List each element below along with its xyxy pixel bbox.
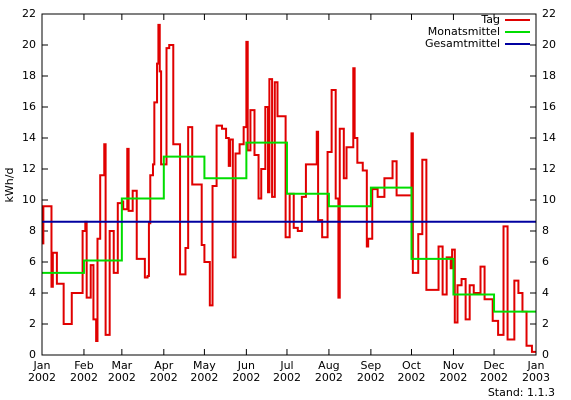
y-tick-label: 16 <box>22 100 36 113</box>
y-tick-label: 2 <box>29 317 36 330</box>
y-axis-label: kWh/d <box>3 168 16 203</box>
x-tick-label: Nov 2002 <box>439 359 468 384</box>
y2-tick-label: 8 <box>542 224 549 237</box>
y-tick-label: 10 <box>22 193 36 206</box>
series-line <box>42 141 536 313</box>
y2-tick-label: 14 <box>542 131 556 144</box>
x-tick-label: Jan 2002 <box>28 359 56 384</box>
footnote: Stand: 1.1.3 <box>488 386 555 399</box>
y-tick-label: 8 <box>29 224 36 237</box>
y-tick-label: 0 <box>29 348 36 361</box>
x-tick-label: Oct 2002 <box>397 359 426 384</box>
y2-tick-label: 18 <box>542 69 556 82</box>
y2-tick-label: 2 <box>542 317 549 330</box>
y-tick-label: 12 <box>22 162 36 175</box>
series-line <box>42 23 536 353</box>
x-tick-label: Sep 2002 <box>356 359 385 384</box>
x-tick-label: Feb 2002 <box>69 359 98 384</box>
y-tick-label: 18 <box>22 69 36 82</box>
y-tick-label: 6 <box>29 255 36 268</box>
legend-label: Monatsmittel <box>428 25 500 38</box>
x-tick-label: Dec 2002 <box>480 359 509 384</box>
y2-tick-label: 0 <box>542 348 549 361</box>
x-tick-label: Jul 2002 <box>272 359 301 384</box>
y2-tick-label: 4 <box>542 286 549 299</box>
y-tick-label: 22 <box>22 7 36 20</box>
x-tick-label: Jan 2003 <box>522 359 550 384</box>
legend-label: Gesamtmittel <box>425 37 500 50</box>
y-tick-label: 14 <box>22 131 36 144</box>
y2-tick-label: 10 <box>542 193 556 206</box>
x-tick-label: Mar 2002 <box>107 359 136 384</box>
x-tick-label: Jun 2002 <box>232 359 261 384</box>
plot-frame <box>41 13 537 356</box>
y2-tick-label: 16 <box>542 100 556 113</box>
y2-tick-label: 12 <box>542 162 556 175</box>
y2-tick-label: 6 <box>542 255 549 268</box>
y2-tick-label: 20 <box>542 38 556 51</box>
x-tick-label: Apr 2002 <box>149 359 178 384</box>
x-tick-label: May 2002 <box>190 359 219 384</box>
y-tick-label: 4 <box>29 286 36 299</box>
y-tick-label: 20 <box>22 38 36 51</box>
x-tick-label: Aug 2002 <box>314 359 343 384</box>
y2-tick-label: 22 <box>542 7 556 20</box>
legend-label: Tag <box>480 13 500 26</box>
